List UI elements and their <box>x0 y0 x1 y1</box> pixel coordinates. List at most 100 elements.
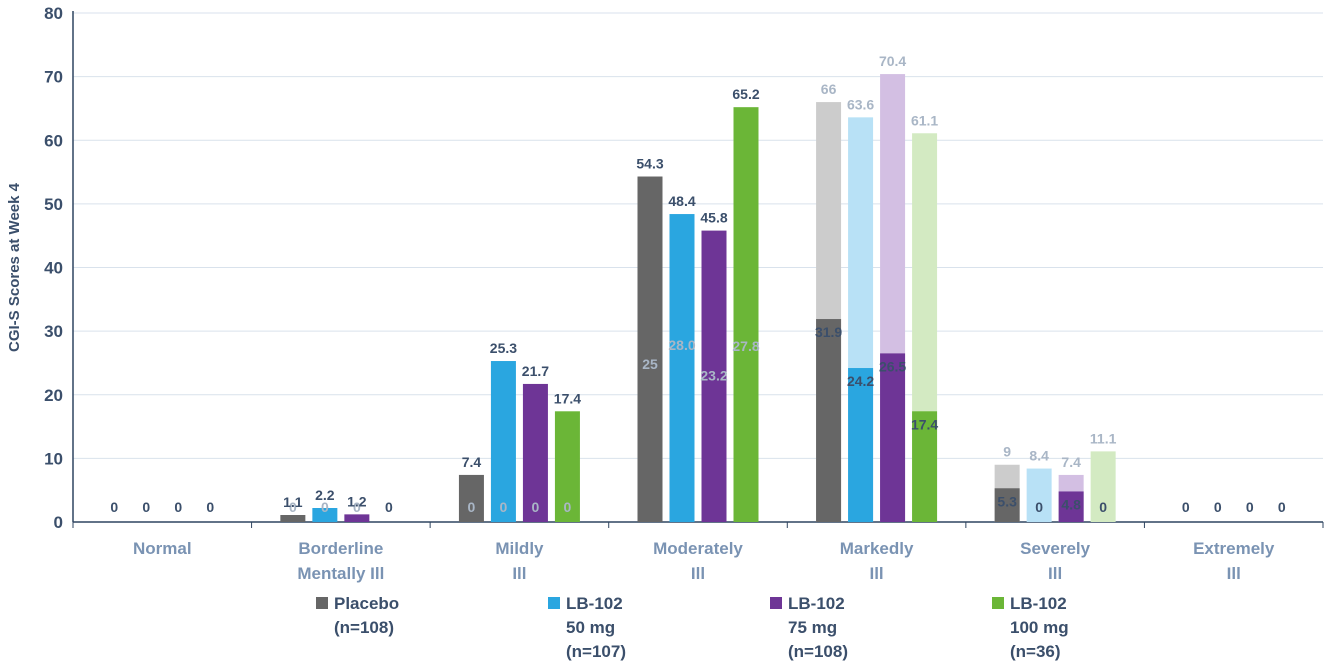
legend-75mg-line2: 75 mg <box>788 618 838 637</box>
bar-0-5 <box>994 488 1020 522</box>
category-label-2-0: Mildly <box>495 539 544 558</box>
faded-label-3-2: 0 <box>564 499 572 515</box>
faded-label-0-5: 9 <box>1003 444 1011 460</box>
faded-label-3-3: 27.8 <box>732 338 759 354</box>
faded-label-2-1: 0 <box>353 499 361 515</box>
y-tick-label-20: 20 <box>44 386 63 405</box>
legend-swatch-75mg <box>770 597 782 609</box>
bar-label-0-4: 31.9 <box>815 324 842 340</box>
y-tick-label-60: 60 <box>44 131 63 150</box>
legend-100mg-line2: 100 mg <box>1010 618 1069 637</box>
category-label-3-1: Ill <box>691 564 705 583</box>
faded-label-0-1: 0 <box>289 499 297 515</box>
legend-75mg-line3: (n=108) <box>788 642 848 661</box>
bar-label-2-1: 1.2 <box>347 493 367 509</box>
bar-2-4 <box>880 353 906 522</box>
faded-label-1-1: 0 <box>321 499 329 515</box>
legend-lb102-100mg: LB-102 100 mg (n=36) <box>992 592 1069 664</box>
category-label-4-1: Ill <box>869 564 883 583</box>
bar-label-0-5: 5.3 <box>997 493 1017 509</box>
y-axis-title: CGI-S Scores at Week 4 <box>6 182 23 352</box>
bar-label-2-3: 45.8 <box>700 210 727 226</box>
bar-label-2-2: 21.7 <box>522 363 549 379</box>
bar-label-3-0: 0 <box>206 499 214 515</box>
bar-0-3 <box>637 176 663 523</box>
category-label-5-0: Severely <box>1020 539 1090 558</box>
bar-label-2-4: 26.5 <box>879 358 906 374</box>
bar-0-1 <box>280 515 306 522</box>
bar-1-4 <box>848 368 874 522</box>
bar-label-0-3: 54.3 <box>636 156 663 172</box>
faded-bar-3-5 <box>1090 451 1116 522</box>
bar-1-3 <box>669 214 695 522</box>
legend-swatch-50mg <box>548 597 560 609</box>
category-label-1-0: Borderline <box>298 539 383 558</box>
bar-label-3-3: 65.2 <box>732 86 759 102</box>
bar-label-1-4: 24.2 <box>847 373 874 389</box>
bar-3-2 <box>554 411 580 522</box>
legend-swatch-100mg <box>992 597 1004 609</box>
bar-label-1-3: 48.4 <box>668 193 695 209</box>
bar-label-3-4: 17.4 <box>911 416 938 432</box>
bar-label-2-6: 0 <box>1246 499 1254 515</box>
bar-label-3-6: 0 <box>1278 499 1286 515</box>
legend-lb102-75mg: LB-102 75 mg (n=108) <box>770 592 848 664</box>
faded-label-0-2: 0 <box>468 499 476 515</box>
bar-0-2 <box>458 474 484 522</box>
category-label-1-1: Mentally Ill <box>297 564 384 583</box>
bar-label-1-2: 25.3 <box>490 340 517 356</box>
legend-100mg-line3: (n=36) <box>1010 642 1061 661</box>
category-label-0-0: Normal <box>133 539 192 558</box>
y-tick-label-40: 40 <box>44 259 63 278</box>
faded-label-3-5: 11.1 <box>1090 430 1117 446</box>
faded-bar-1-5 <box>1026 468 1052 522</box>
category-label-4-0: Markedly <box>840 539 914 558</box>
legend-swatch-placebo <box>316 597 328 609</box>
legend-placebo-line1: Placebo <box>334 594 400 613</box>
bar-label-1-6: 0 <box>1214 499 1222 515</box>
legend-placebo-line2: (n=108) <box>334 618 394 637</box>
legend-placebo: Placebo (n=108) <box>316 592 399 640</box>
bar-2-2 <box>522 383 548 522</box>
bar-1-1 <box>312 508 338 522</box>
bar-label-2-5: 4.8 <box>1061 496 1081 512</box>
bar-2-5 <box>1058 491 1084 522</box>
y-tick-label-30: 30 <box>44 322 63 341</box>
y-tick-label-80: 80 <box>44 4 63 23</box>
legend-50mg-line1: LB-102 <box>566 594 623 613</box>
faded-label-1-4: 63.6 <box>847 96 874 112</box>
bar-label-0-1: 1.1 <box>283 494 303 510</box>
faded-label-2-4: 70.4 <box>879 53 906 69</box>
faded-label-0-3: 25 <box>642 356 658 372</box>
category-label-6-1: Ill <box>1227 564 1241 583</box>
bar-label-1-0: 0 <box>142 499 150 515</box>
bar-label-0-6: 0 <box>1182 499 1190 515</box>
y-tick-label-70: 70 <box>44 68 63 87</box>
faded-label-3-4: 61.1 <box>911 112 938 128</box>
bar-label-3-2: 17.4 <box>554 390 581 406</box>
y-tick-label-50: 50 <box>44 195 63 214</box>
y-tick-label-0: 0 <box>54 513 63 532</box>
bar-0-4 <box>816 319 842 522</box>
bar-3-4 <box>912 411 938 522</box>
bar-label-1-5: 0 <box>1035 499 1043 515</box>
bar-label-3-1: 0 <box>385 499 393 515</box>
faded-label-2-3: 23.2 <box>700 367 727 383</box>
bar-1-2 <box>490 361 516 522</box>
legend-50mg-line2: 50 mg <box>566 618 616 637</box>
legend-75mg-line1: LB-102 <box>788 594 845 613</box>
y-tick-label-10: 10 <box>44 449 63 468</box>
bar-2-3 <box>701 230 727 522</box>
category-label-2-1: Ill <box>512 564 526 583</box>
bar-3-3 <box>733 107 759 522</box>
legend-50mg-line3: (n=107) <box>566 642 626 661</box>
bar-2-1 <box>344 514 370 522</box>
category-label-5-1: Ill <box>1048 564 1062 583</box>
faded-label-1-5: 8.4 <box>1029 448 1049 464</box>
bar-label-3-5: 0 <box>1099 499 1107 515</box>
faded-label-0-4: 66 <box>821 81 837 97</box>
category-label-6-0: Extremely <box>1193 539 1275 558</box>
faded-label-2-2: 0 <box>532 499 540 515</box>
category-label-3-0: Moderately <box>653 539 743 558</box>
